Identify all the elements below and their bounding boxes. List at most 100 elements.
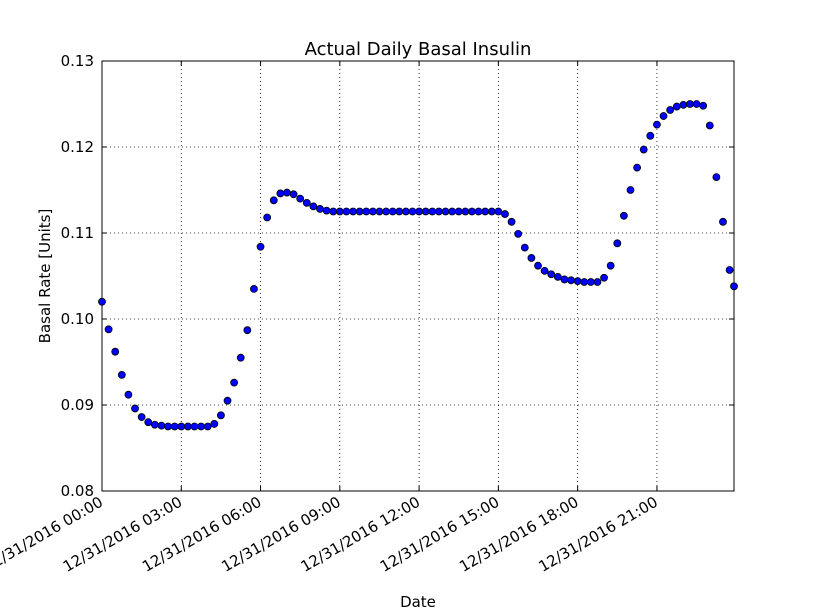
data-point bbox=[705, 121, 714, 130]
data-point bbox=[223, 396, 232, 405]
data-point bbox=[375, 207, 384, 216]
data-point bbox=[388, 207, 397, 216]
data-point bbox=[117, 370, 126, 379]
data-point bbox=[362, 207, 371, 216]
data-point bbox=[586, 278, 595, 286]
data-point bbox=[540, 266, 549, 275]
data-point bbox=[98, 297, 106, 306]
data-point bbox=[719, 217, 727, 226]
data-point bbox=[534, 261, 542, 270]
data-point bbox=[269, 196, 278, 205]
data-point bbox=[203, 422, 212, 431]
data-point bbox=[487, 207, 496, 216]
data-point bbox=[415, 207, 424, 216]
data-point bbox=[666, 106, 675, 114]
data-point bbox=[150, 420, 159, 429]
data-point bbox=[547, 270, 556, 279]
data-point bbox=[210, 420, 219, 428]
data-point bbox=[283, 188, 291, 197]
x-axis-label: Date bbox=[400, 593, 436, 611]
y-tick-label: 0.13 bbox=[61, 52, 94, 70]
data-point bbox=[144, 418, 153, 427]
data-point bbox=[104, 325, 113, 334]
data-point bbox=[435, 207, 443, 216]
data-point bbox=[567, 276, 575, 285]
data-point bbox=[501, 210, 509, 218]
data-point bbox=[646, 131, 655, 140]
data-point bbox=[177, 422, 186, 431]
data-point bbox=[692, 100, 701, 108]
data-point bbox=[520, 243, 529, 252]
data-point bbox=[164, 422, 172, 431]
data-point bbox=[672, 102, 681, 111]
data-point bbox=[600, 273, 608, 282]
data-point bbox=[686, 100, 694, 108]
data-point bbox=[679, 100, 688, 109]
data-point bbox=[461, 207, 470, 216]
data-point bbox=[653, 120, 661, 129]
data-point bbox=[428, 207, 437, 216]
data-point bbox=[243, 326, 252, 335]
data-point bbox=[230, 378, 239, 387]
data-point bbox=[137, 413, 146, 421]
data-point bbox=[494, 207, 503, 216]
y-tick-label: 0.12 bbox=[61, 138, 94, 156]
data-point bbox=[507, 217, 516, 226]
data-point bbox=[560, 275, 569, 284]
data-point bbox=[263, 213, 272, 222]
data-point bbox=[448, 207, 457, 216]
data-point bbox=[633, 163, 642, 172]
data-point bbox=[401, 207, 410, 216]
data-point bbox=[474, 207, 483, 216]
data-point bbox=[514, 229, 523, 238]
plot-frame bbox=[101, 60, 735, 492]
chart-title: Actual Daily Basal Insulin bbox=[305, 39, 532, 60]
data-point bbox=[190, 422, 199, 431]
y-tick-label: 0.11 bbox=[61, 224, 94, 242]
data-point bbox=[183, 422, 192, 431]
data-point bbox=[368, 207, 377, 216]
data-point bbox=[659, 112, 668, 120]
data-point bbox=[421, 207, 430, 216]
data-point bbox=[335, 207, 344, 216]
data-point bbox=[316, 205, 324, 213]
data-point bbox=[256, 242, 265, 251]
data-point bbox=[309, 202, 318, 211]
data-point bbox=[606, 261, 615, 270]
y-axis-label: Basal Rate [Units] bbox=[36, 209, 54, 344]
data-point bbox=[329, 207, 338, 216]
data-point bbox=[395, 207, 404, 216]
y-tick-label: 0.08 bbox=[61, 482, 94, 500]
data-point bbox=[302, 198, 311, 207]
data-point bbox=[111, 347, 120, 356]
y-tick-label: 0.10 bbox=[61, 310, 94, 328]
data-point bbox=[349, 207, 357, 216]
data-point bbox=[730, 282, 738, 291]
data-point bbox=[725, 266, 734, 274]
data-point bbox=[296, 194, 305, 203]
data-point bbox=[289, 190, 298, 199]
data-point bbox=[342, 207, 351, 216]
data-point bbox=[382, 207, 390, 216]
data-point bbox=[197, 422, 205, 431]
data-point bbox=[580, 278, 589, 286]
data-point bbox=[322, 206, 331, 215]
data-point bbox=[441, 207, 450, 216]
data-point bbox=[217, 411, 225, 420]
data-point bbox=[131, 404, 139, 413]
data-point bbox=[276, 189, 285, 198]
data-point bbox=[236, 353, 245, 362]
data-point bbox=[124, 390, 133, 399]
data-point bbox=[573, 277, 582, 286]
data-point bbox=[527, 254, 536, 262]
data-point bbox=[481, 207, 490, 216]
data-point bbox=[468, 207, 476, 216]
data-point bbox=[355, 207, 364, 216]
data-point bbox=[170, 422, 179, 431]
y-tick-label: 0.09 bbox=[61, 396, 94, 414]
data-point bbox=[454, 207, 463, 216]
data-point bbox=[626, 186, 635, 194]
data-point bbox=[712, 173, 721, 182]
data-point bbox=[250, 284, 258, 293]
